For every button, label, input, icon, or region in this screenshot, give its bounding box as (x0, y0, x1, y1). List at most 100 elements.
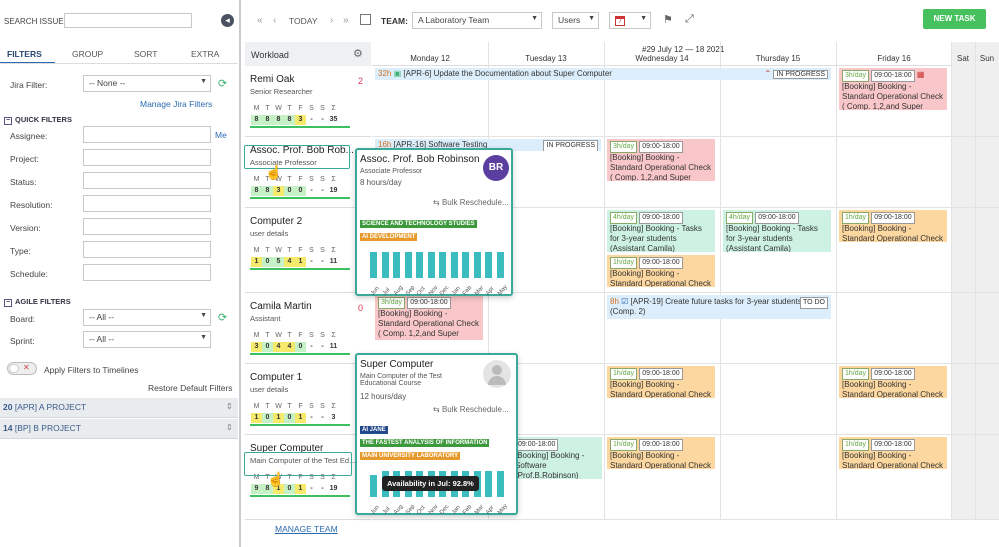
booking-time: 09:00-18:00 (515, 439, 559, 451)
new-task-button[interactable]: NEW TASK (923, 9, 986, 29)
resource-row[interactable]: Computer 2 user details M T W T F S S Σ 1 0 5 4 1- -11 (245, 208, 371, 293)
booking-card[interactable]: 1h/day 09:00-18:00 [Booking] Booking - S… (839, 366, 947, 398)
collapse-icon: − (4, 299, 12, 307)
resource-name[interactable]: Assoc. Prof. Bob Rob... (250, 145, 354, 156)
day-hours-value: 9 (251, 484, 262, 494)
day-hours-value: - (321, 485, 324, 492)
resource-row[interactable]: Remi Oak Senior Researcher 2 M T W T F S S Σ 8 8 8 8 3-… (245, 66, 371, 137)
refresh-icon[interactable]: ⟳ (218, 312, 228, 324)
task-bar[interactable]: 8h ☑ [APR-19] Create future tasks for 3-… (607, 295, 831, 319)
bulk-reschedule-button[interactable]: ⇆ Bulk Reschedule... (433, 405, 509, 414)
booking-card[interactable]: 3h/day 09:00-18:00 [Booking] Booking - S… (375, 295, 483, 340)
resource-name[interactable]: Super Computer (250, 443, 324, 454)
booking-card[interactable]: 4h/day 09:00-18:00 [Booking] Booking - T… (723, 210, 831, 252)
booking-title: [Booking] Booking - Software (515, 451, 585, 470)
jira-filter-select[interactable]: -- None -- ▼ (83, 75, 211, 92)
booking-title: [Booking] Booking - Standard Operational… (610, 269, 711, 287)
schedule-input[interactable] (83, 264, 211, 281)
month-label: May (496, 284, 509, 297)
day-hours-value: 3 (273, 186, 284, 196)
booking-card[interactable]: 1h/day 09:00-18:00 [Booking] Booking - S… (607, 437, 715, 469)
booking-card[interactable]: 1h/day 09:00-18:00 [Booking] Booking - S… (607, 255, 715, 287)
refresh-icon[interactable]: ⟳ (218, 78, 228, 90)
project-row[interactable]: 14 [BP] B PROJECT ⇕ (0, 419, 238, 439)
version-input[interactable] (83, 218, 211, 235)
tab-sort[interactable]: SORT (134, 49, 158, 59)
board-select[interactable]: -- All -- ▼ (83, 309, 211, 326)
day-hours: 1 0 5 4 1- -11 (251, 257, 339, 267)
gear-icon[interactable]: ⚙ (353, 48, 363, 60)
workload-underline (250, 197, 350, 199)
booking-card[interactable]: 3h/day 09:00-18:00 ▦ [Booking] Booking -… (839, 68, 947, 110)
assignee-label: Assignee: (10, 131, 48, 141)
booking-card[interactable]: 1h/day 09:00-18:00 [Booking] Booking - S… (607, 366, 715, 398)
col-wednesday: Wednesday 14 (635, 54, 689, 63)
day-hours-value: 0 (262, 342, 273, 352)
resource-row[interactable]: Super Computer Main Computer of the Test … (245, 435, 371, 520)
me-link[interactable]: Me (215, 130, 227, 140)
fullscreen-icon[interactable]: ⤢ (685, 13, 694, 25)
assignee-input[interactable] (83, 126, 211, 143)
booking-card[interactable]: 1h/day 09:00-18:00 [Booking] Booking - S… (839, 437, 947, 469)
booking-card[interactable]: 4h/day 09:00-18:00 [Booking] Booking - T… (607, 210, 715, 252)
date-range-select[interactable]: 7 ▼ (609, 12, 651, 29)
next-icon[interactable]: › (330, 15, 334, 26)
col-tuesday: Tuesday 13 (525, 54, 567, 63)
day-hours-value: 0 (262, 257, 273, 267)
booking-card[interactable]: 1h/day 09:00-18:00 [Booking] Booking - S… (839, 210, 947, 242)
sprint-select[interactable]: -- All -- ▼ (83, 331, 211, 348)
project-input[interactable] (83, 149, 211, 166)
booking-title: [Booking] Booking - Standard Operational… (610, 380, 711, 398)
resource-name[interactable]: Computer 1 (250, 372, 303, 383)
tab-group[interactable]: GROUP (72, 49, 104, 59)
agile-filters-heading[interactable]: − AGILE FILTERS (4, 297, 71, 307)
resource-name[interactable]: Camila Martin (250, 301, 312, 312)
last-page-icon[interactable]: » (343, 15, 349, 26)
apply-filters-toggle[interactable]: ✕ (7, 362, 37, 375)
status-input[interactable] (83, 172, 211, 189)
type-input[interactable] (83, 241, 211, 258)
prev-icon[interactable]: ‹ (273, 15, 277, 26)
skill-tag: THE FASTEST ANALYSIS OF INFORMATION (360, 439, 490, 447)
restore-filters-link[interactable]: Restore Default Filters (148, 383, 233, 393)
today-button[interactable]: TODAY (289, 16, 318, 26)
search-input[interactable] (64, 13, 192, 28)
tab-filters[interactable]: FILTERS (7, 49, 42, 59)
task-bar[interactable]: 32h ▣ [APR-6] Update the Documentation a… (375, 68, 831, 80)
tab-extra[interactable]: EXTRA (191, 49, 220, 59)
availability-bar (485, 471, 492, 497)
bulk-reschedule-button[interactable]: ⇆ Bulk Reschedule... (433, 198, 509, 207)
resource-row[interactable]: Computer 1 user details M T W T F S S Σ 1 0 1 0 1- -3 (245, 364, 371, 435)
quick-filters-heading[interactable]: − QUICK FILTERS (4, 115, 72, 125)
expand-icon[interactable]: ⇕ (225, 422, 233, 432)
day-hours-value: 5 (273, 257, 284, 267)
resource-subtitle: user details (250, 385, 289, 394)
resource-name[interactable]: Computer 2 (250, 216, 303, 227)
workload-header: Workload ⚙ (245, 42, 371, 66)
view-select[interactable]: Users ▼ (552, 12, 599, 29)
calendar-icon[interactable] (360, 14, 371, 25)
resolution-input[interactable] (83, 195, 211, 212)
team-select[interactable]: A Laboratory Team ▼ (412, 12, 542, 29)
project-label: Project: (10, 154, 39, 164)
expand-icon[interactable]: ⇕ (225, 401, 233, 411)
manage-jira-filters-link[interactable]: Manage Jira Filters (140, 99, 213, 109)
collapse-panel-icon[interactable]: ◂ (221, 14, 234, 27)
priority-high-icon: ⌃ (764, 69, 772, 78)
manage-team-link[interactable]: MANAGE TEAM (275, 524, 338, 534)
day-hours-value: - (310, 414, 313, 421)
first-page-icon[interactable]: « (257, 15, 263, 26)
resource-row[interactable]: Camila Martin Assistant 0 M T W T F S S Σ 3 0 4 4 0- -11 (245, 293, 371, 364)
booking-card[interactable]: 09:00-18:00 [Booking] Booking - Software… (512, 437, 602, 479)
resource-row[interactable]: Assoc. Prof. Bob Rob... Associate Profess… (245, 137, 371, 208)
status-badge: IN PROGRESS (773, 70, 828, 79)
day-letter: T (287, 403, 292, 410)
project-row[interactable]: 20 [APR] A PROJECT ⇕ (0, 398, 238, 418)
flag-icon[interactable]: ⚑ (663, 14, 673, 26)
day-letter: F (298, 247, 303, 254)
resource-name[interactable]: Remi Oak (250, 74, 295, 85)
booking-card[interactable]: 3h/day 09:00-18:00 [Booking] Booking - S… (607, 139, 715, 181)
popup-title: Main Computer of the Test Educational Co… (360, 373, 442, 387)
